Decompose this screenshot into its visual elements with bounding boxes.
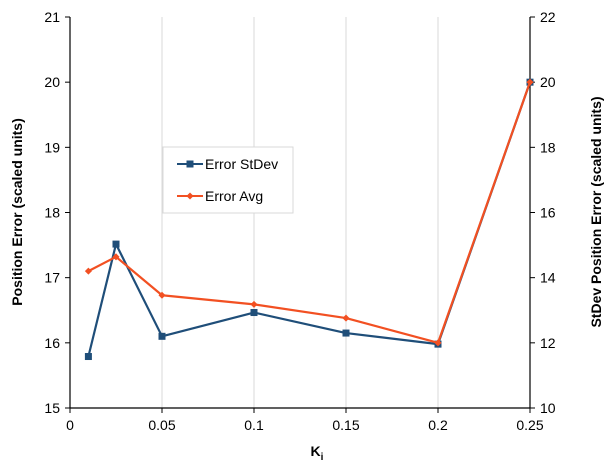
legend-label-stdev: Error StDev [205, 156, 278, 172]
data-point-error-avg [526, 78, 534, 86]
y-right-tick-label: 14 [540, 270, 556, 286]
x-tick-label: 0.1 [244, 417, 264, 433]
x-tick-label: 0.2 [428, 417, 448, 433]
y-right-axis-title: StDev Position Error (scaled units) [588, 96, 604, 327]
series-line-error-avg [87, 81, 532, 344]
y-left-tick-label: 21 [44, 9, 60, 25]
y-right-tick-label: 12 [540, 335, 556, 351]
y-right-tick-label: 20 [540, 74, 556, 90]
legend: Error StDev Error Avg [162, 146, 294, 214]
legend-label-avg: Error Avg [205, 188, 263, 204]
y-left-tick-label: 16 [44, 335, 60, 351]
y-left-tick-label: 15 [44, 400, 60, 416]
legend-marker-avg [186, 192, 194, 200]
y-left-tick-label: 18 [44, 205, 60, 221]
x-tick-labels: 0 0.05 0.1 0.15 0.2 0.25 [66, 417, 544, 433]
x-tick-label: 0.15 [332, 417, 359, 433]
y-right-tick-label: 18 [540, 139, 556, 155]
y-left-tick-label: 19 [44, 139, 60, 155]
y-left-tick-label: 20 [44, 74, 60, 90]
data-point-error-stdev [250, 309, 258, 317]
series-layer [84, 78, 534, 361]
data-point-error-avg [250, 300, 258, 308]
data-point-error-avg [84, 267, 92, 275]
data-point-error-stdev [158, 332, 166, 340]
series-line-error-stdev [87, 81, 532, 357]
x-tick-label: 0.25 [516, 417, 543, 433]
y-left-axis-title: Position Error (scaled units) [9, 118, 25, 305]
data-point-error-avg [434, 339, 442, 347]
legend-marker-stdev [186, 160, 194, 168]
x-tick-label: 0.05 [148, 417, 175, 433]
x-axis-title: Ki [311, 443, 324, 463]
data-point-error-avg [158, 291, 166, 299]
y-right-tick-label: 16 [540, 205, 556, 221]
data-point-error-stdev [84, 353, 92, 361]
y-left-tick-label: 17 [44, 270, 60, 286]
y-left-tick-labels: 15 16 17 18 19 20 21 [44, 9, 60, 416]
y-right-tick-labels: 10 12 14 16 18 20 22 [540, 9, 556, 416]
y-right-tick-label: 10 [540, 400, 556, 416]
x-axis-title-subscript: i [321, 452, 324, 463]
x-tick-label: 0 [66, 417, 74, 433]
data-point-error-avg [342, 314, 350, 322]
axes [65, 16, 535, 413]
y-right-tick-label: 22 [540, 9, 556, 25]
data-point-error-stdev [112, 240, 120, 248]
data-point-error-stdev [342, 329, 350, 337]
legend-box [162, 146, 294, 214]
